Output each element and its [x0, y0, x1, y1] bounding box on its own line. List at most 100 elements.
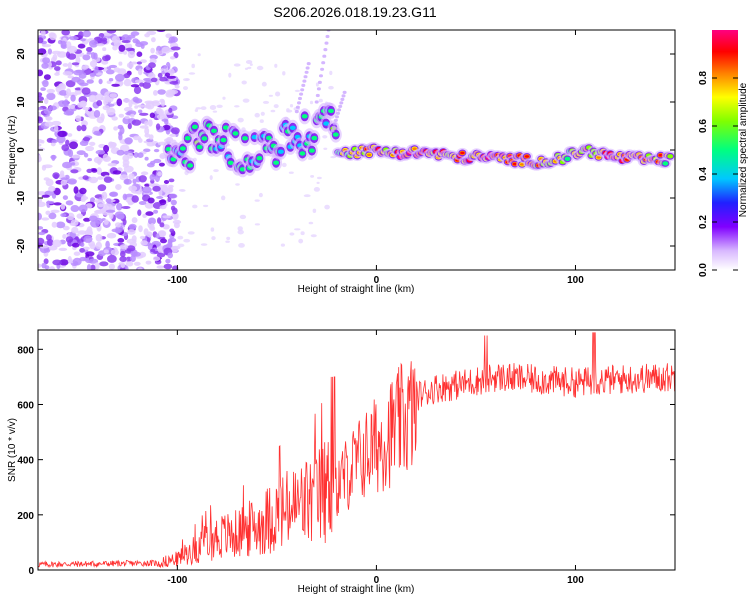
- speckle-blob: [165, 33, 172, 39]
- ridge-core: [323, 121, 330, 126]
- speckle-blob: [97, 203, 105, 208]
- streak-blob: [306, 62, 311, 66]
- speckle-blob: [56, 135, 66, 144]
- streak-blob: [325, 34, 330, 39]
- snr-ticks: -100 0 100 0 200 400 600 800: [17, 330, 675, 586]
- speckle-blob: [310, 175, 315, 178]
- speckle-blob: [169, 80, 179, 85]
- speckle-blob: [120, 262, 126, 269]
- speckle-blob: [137, 267, 143, 270]
- speckle-blob: [294, 228, 301, 231]
- speckle-blob: [162, 215, 171, 219]
- streak-blob: [294, 110, 299, 114]
- speckle-blob: [127, 201, 134, 206]
- ridge-core: [170, 157, 177, 162]
- speckle-blob: [130, 84, 140, 88]
- speckle-blob: [94, 66, 99, 74]
- speckle-blob: [124, 115, 130, 120]
- speckle-blob: [96, 43, 105, 47]
- speckle-blob: [82, 175, 89, 180]
- speckle-blob: [156, 253, 166, 258]
- speckle-blob: [151, 37, 156, 43]
- speckle-blob: [140, 240, 148, 246]
- speckle-blob: [81, 124, 87, 132]
- speckle-blob: [100, 113, 105, 121]
- speckle-blob: [233, 63, 241, 67]
- colorbar-tick-label: 0.6: [698, 119, 709, 133]
- speckle-blob: [191, 63, 195, 69]
- speckle-blob: [79, 248, 85, 253]
- speckle-blob: [93, 130, 101, 136]
- speckle-blob: [38, 212, 42, 221]
- speckle-blob: [85, 251, 95, 257]
- ridge-peak: [460, 151, 465, 155]
- speckle-blob: [163, 180, 170, 184]
- streak-blob: [300, 88, 305, 92]
- speckle-blob: [115, 184, 122, 190]
- ridge-core: [256, 156, 263, 161]
- speckle-blob: [46, 92, 56, 101]
- speckle-blob: [38, 191, 47, 196]
- speckle-blob: [113, 67, 121, 73]
- speckle-blob: [158, 162, 165, 167]
- speckle-blob: [71, 62, 80, 66]
- speckle-blob: [167, 252, 173, 259]
- speckle-blob: [275, 91, 281, 97]
- streak-blob: [317, 80, 322, 84]
- streak-blob: [323, 48, 328, 52]
- y-tick-label: 400: [17, 456, 34, 467]
- speckle-blob: [137, 209, 142, 216]
- speckle-blob: [38, 201, 46, 208]
- streak-blob: [303, 75, 308, 79]
- speckle-blob: [139, 125, 149, 129]
- speckle-blob: [256, 65, 264, 71]
- speckle-blob: [242, 98, 250, 103]
- speckle-blob: [38, 197, 43, 203]
- speckle-blob: [77, 43, 86, 49]
- colorbar-ticks: 0.0 0.2 0.4 0.6 0.8: [698, 71, 738, 277]
- speckle-blob: [43, 108, 52, 115]
- speckle-blob: [235, 183, 240, 186]
- speckle-blob: [82, 30, 92, 38]
- speckle-blob: [123, 73, 131, 79]
- speckle-blob: [46, 88, 55, 94]
- speckle-blob: [136, 61, 142, 65]
- speckle-blob: [89, 243, 96, 250]
- streak-blob: [335, 115, 339, 119]
- speckle-blob: [241, 80, 247, 85]
- speckle-blob: [71, 226, 79, 234]
- speckle-blob: [212, 110, 218, 113]
- speckle-blob: [200, 106, 207, 110]
- speckle-blob: [119, 174, 129, 181]
- speckle-blob: [150, 248, 156, 253]
- colorbar-tick-label: 0.2: [698, 215, 709, 229]
- y-tick-label: 800: [17, 345, 34, 356]
- ridge-peak: [658, 153, 663, 157]
- ridge-core: [277, 149, 284, 154]
- speckle-blob: [153, 158, 162, 164]
- speckle-blob: [111, 35, 121, 44]
- speckle-blob: [110, 249, 119, 256]
- speckle-blob: [144, 202, 154, 209]
- speckle-blob: [163, 263, 173, 270]
- speckle-blob: [237, 226, 243, 232]
- speckle-blob: [144, 33, 151, 38]
- ridge-core: [564, 156, 571, 161]
- speckle-blob: [59, 170, 65, 177]
- speckle-blob: [116, 202, 123, 211]
- streak-blob: [324, 41, 329, 45]
- speckle-blob: [65, 236, 74, 243]
- speckle-blob: [91, 169, 98, 173]
- speckle-blob: [86, 79, 94, 84]
- speckle-blob: [127, 229, 136, 235]
- speckle-blob: [156, 196, 164, 199]
- speckle-blob: [160, 238, 167, 244]
- speckle-blob: [71, 242, 80, 248]
- speckle-blob: [60, 203, 66, 210]
- speckle-blob: [268, 94, 273, 97]
- speckle-blob: [109, 211, 114, 220]
- speckle-blob: [108, 78, 114, 82]
- speckle-blob: [125, 47, 135, 52]
- ridge-core: [332, 132, 339, 137]
